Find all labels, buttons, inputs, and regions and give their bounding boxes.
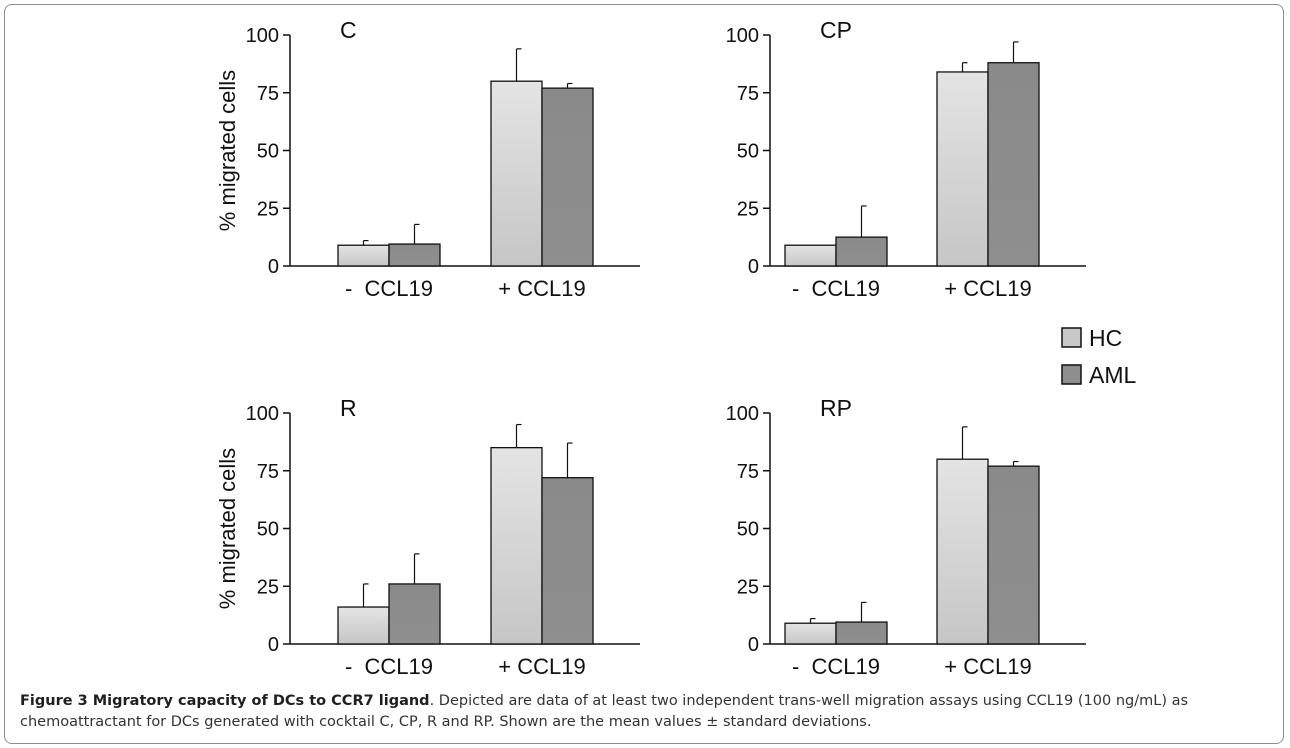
y-tick-label: 100 <box>246 403 279 425</box>
panel-label: C <box>340 17 357 43</box>
y-tick-label: 75 <box>257 461 279 483</box>
panel-label: CP <box>820 17 852 43</box>
y-tick-label: 100 <box>246 25 279 47</box>
y-tick-label: 25 <box>257 576 279 598</box>
bar-aml <box>388 583 441 645</box>
legend-swatch-hc <box>1061 327 1082 348</box>
y-tick-label: 50 <box>737 519 759 541</box>
y-tick-label: 50 <box>257 519 279 541</box>
x-category-label: - CCL19 <box>345 654 433 679</box>
bar-hc <box>490 446 543 645</box>
legend-label-hc: HC <box>1089 325 1122 351</box>
y-tick-label: 50 <box>257 141 279 163</box>
x-category-label: - CCL19 <box>792 276 880 301</box>
bar-aml <box>541 477 594 645</box>
y-tick-label: 0 <box>748 634 759 656</box>
y-tick-label: 0 <box>748 256 759 278</box>
caption-title: Figure 3 Migratory capacity of DCs to CC… <box>20 693 430 709</box>
bar-hc <box>337 606 390 645</box>
panel-label: RP <box>820 395 852 421</box>
bar-hc <box>784 244 837 267</box>
x-category-label: - CCL19 <box>345 276 433 301</box>
figure-caption: Figure 3 Migratory capacity of DCs to CC… <box>20 691 1270 733</box>
y-tick-label: 25 <box>737 576 759 598</box>
y-tick-label: 75 <box>737 461 759 483</box>
x-category-label: + CCL19 <box>498 276 585 301</box>
bar-aml <box>835 621 888 645</box>
bar-hc <box>490 80 543 267</box>
bar-aml <box>835 236 888 267</box>
y-tick-label: 25 <box>257 198 279 220</box>
legend-label-aml: AML <box>1089 362 1137 388</box>
y-tick-label: 100 <box>726 403 759 425</box>
y-tick-label: 0 <box>268 634 279 656</box>
y-tick-label: 50 <box>737 141 759 163</box>
bar-aml <box>388 243 441 267</box>
x-category-label: + CCL19 <box>944 276 1031 301</box>
y-axis-title: % migrated cells <box>215 70 240 231</box>
bar-hc <box>936 71 989 267</box>
bar-hc <box>936 458 989 645</box>
figure-frame <box>4 4 1284 744</box>
legend-swatch-aml <box>1061 364 1082 385</box>
x-category-label: + CCL19 <box>944 654 1031 679</box>
bar-aml <box>987 62 1040 267</box>
caption-text: . Depicted are data of at least two inde… <box>20 693 1189 730</box>
y-tick-label: 100 <box>726 25 759 47</box>
bar-aml <box>541 87 594 267</box>
bar-hc <box>337 244 390 267</box>
x-category-label: + CCL19 <box>498 654 585 679</box>
x-category-label: - CCL19 <box>792 654 880 679</box>
y-tick-label: 75 <box>257 83 279 105</box>
y-tick-label: 75 <box>737 83 759 105</box>
y-axis-title: % migrated cells <box>215 448 240 609</box>
bar-aml <box>987 465 1040 645</box>
panel-label: R <box>340 395 357 421</box>
bar-hc <box>784 622 837 645</box>
y-tick-label: 25 <box>737 198 759 220</box>
y-tick-label: 0 <box>268 256 279 278</box>
figure-charts: 0 25 50 75 100 % migrated cells C - CCL19 + CCL1… <box>215 17 1137 679</box>
